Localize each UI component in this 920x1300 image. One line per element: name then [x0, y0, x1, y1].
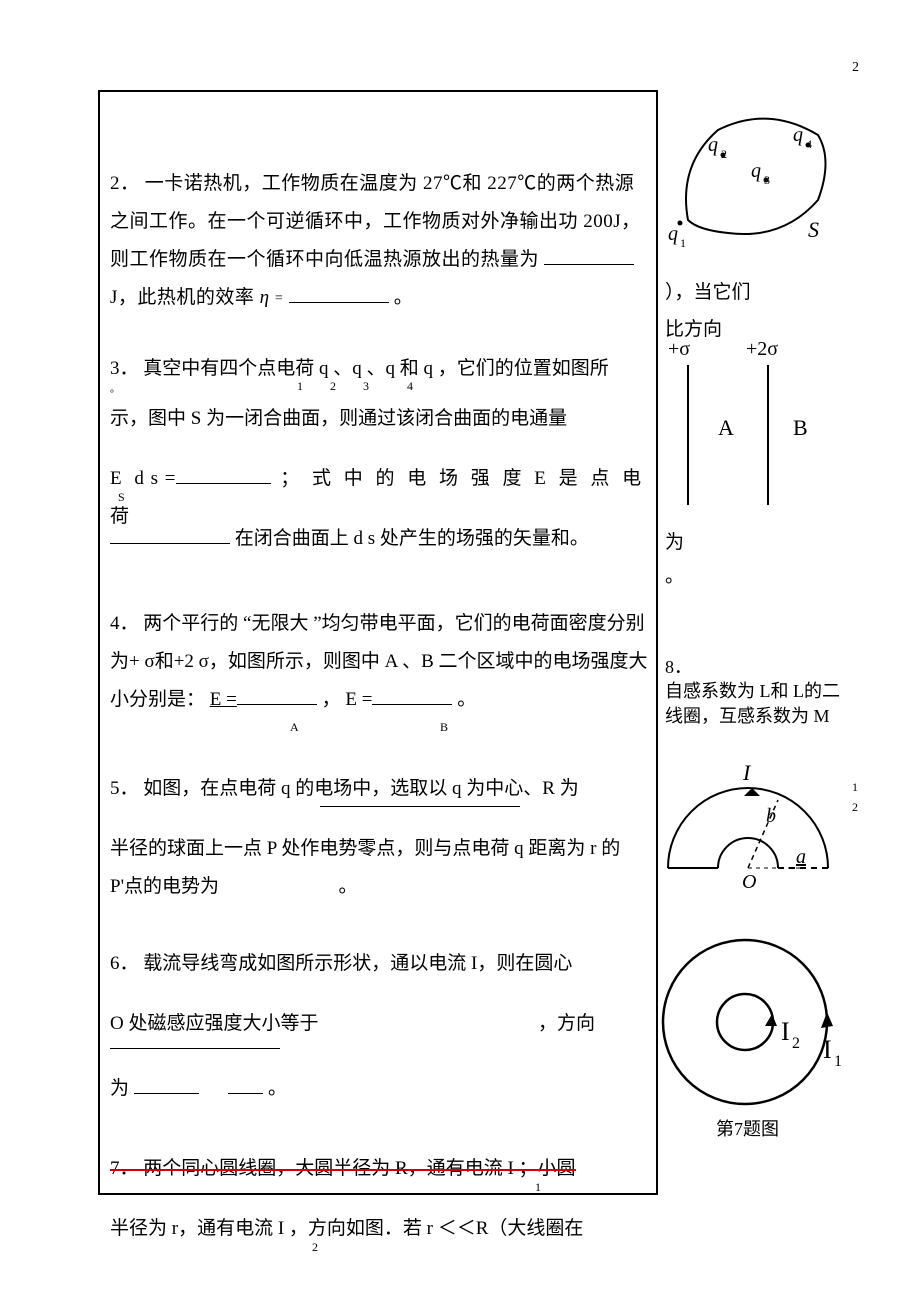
q3-line-d: 在闭合曲面上 d s 处产生的场强的矢量和。	[110, 520, 650, 558]
q2-block: 2． 一卡诺热机，工作物质在温度为 27℃和 227℃的两个热源之间工作。在一个…	[110, 165, 650, 317]
q2-blank-1	[544, 244, 634, 265]
q8-text: 自感系数为 L和 L的二线圈，互感系数为 M	[665, 681, 840, 725]
q6-text-d: 为	[110, 1078, 129, 1099]
right-frag-c: 为	[665, 528, 684, 558]
q3-text-d: 在闭合曲面上 d s 处产生的场强的矢量和。	[235, 528, 589, 549]
svg-text:q: q	[668, 223, 678, 245]
svg-text:q: q	[708, 134, 718, 156]
q3-s-label: S	[118, 490, 125, 505]
q2-text-b: J，此热机的效率	[110, 287, 260, 308]
q6-blank-1	[134, 1073, 199, 1094]
q4-ea: E =	[210, 689, 237, 710]
figure-charges: q 2 q 3 q 4 q 1 S	[668, 105, 838, 255]
q3-prefix: 3．	[110, 358, 139, 379]
right-frag-d: 。	[665, 562, 684, 592]
q7-prefix: 7．	[110, 1158, 139, 1179]
svg-text:2: 2	[721, 147, 727, 161]
q3-sub2: 2	[330, 379, 336, 394]
q5-underline	[320, 806, 520, 807]
q7-line-b: 半径为 r，通有电流 I ，方向如图．若 r ＜＜R（大线圈在	[110, 1210, 750, 1248]
svg-text:b: b	[766, 805, 776, 827]
q6-text-a: 载流导线弯成如图所示形状，通以电流 I，则在圆心	[143, 953, 572, 974]
q4-blank-b	[372, 684, 452, 705]
q3-sub3: 3	[363, 379, 369, 394]
figure-concentric-caption: 第7题图	[645, 1115, 850, 1141]
q2-blank-2	[289, 282, 389, 303]
q4-blank-a	[237, 684, 317, 705]
q6-underline	[110, 1048, 280, 1049]
svg-text:1: 1	[834, 1053, 842, 1070]
figure-semicircle: I b a O	[648, 760, 848, 890]
svg-text:2: 2	[792, 1035, 800, 1052]
q3-blank-2	[110, 523, 230, 544]
q6-text-b: O 处磁感应强度大小等于	[110, 1013, 318, 1034]
q5-line-b: 半径的球面上一点 P 处作电势零点，则与点电荷 q 距离为 r 的 P'点的电势…	[110, 830, 650, 906]
side-label-1: 1	[852, 780, 858, 795]
svg-text:I: I	[823, 1035, 832, 1064]
q5-line-a: 5． 如图，在点电荷 q 的电场中，选取以 q 为中心、R 为	[110, 770, 650, 808]
q3-blank-1	[176, 463, 271, 484]
q6-text-c: ，方向	[538, 1013, 595, 1034]
q2-prefix: 2．	[110, 173, 140, 194]
q4-end: 。	[457, 689, 476, 710]
q3-e: E	[110, 468, 126, 489]
svg-text:3: 3	[764, 173, 770, 187]
q4-prefix: 4．	[110, 613, 139, 634]
q4-sub-a: A	[290, 720, 299, 735]
q2-eta: η	[260, 287, 270, 308]
q3-line-b: 示，图中 S 为一闭合曲面，则通过该闭合曲面的电通量	[110, 400, 650, 438]
q3-ds: d s =	[134, 468, 176, 489]
q3-text-a: 真空中有四个点电荷 q 、q 、q 和 q ，它们的位置如图所	[143, 358, 609, 379]
q7-text-b: 半径为 r，通有电流 I ，方向如图．若 r ＜＜R（大线圈在	[110, 1218, 583, 1239]
q6-blank-2	[228, 1073, 263, 1094]
q6-end: 。	[268, 1078, 287, 1099]
q4-sub-b: B	[440, 720, 448, 735]
q5-end: 。	[339, 876, 358, 897]
svg-text:I: I	[742, 760, 752, 785]
figure-planes: +σ +2σ A B	[668, 335, 828, 515]
svg-text:+σ: +σ	[668, 338, 690, 360]
svg-text:B: B	[793, 415, 808, 440]
page-number-top: 2	[852, 60, 859, 76]
q7-sub1: 1	[535, 1180, 541, 1195]
q5-text-b: 半径的球面上一点 P 处作电势零点，则与点电荷 q 距离为 r 的 P'点的电势…	[110, 838, 620, 897]
q3-dot: 。	[110, 380, 120, 395]
q2-text-c: 。	[394, 287, 414, 308]
right-frag-a: ），当它们	[665, 278, 751, 308]
q4-comma: ，	[322, 689, 346, 710]
svg-text:4: 4	[806, 137, 812, 151]
q2-eq: =	[275, 291, 283, 306]
svg-text:q: q	[793, 124, 803, 146]
q5-prefix: 5．	[110, 778, 139, 799]
svg-text:S: S	[808, 217, 819, 242]
q6-line-a: 6． 载流导线弯成如图所示形状，通以电流 I，则在圆心	[110, 945, 650, 983]
q6-line-b: O 处磁感应强度大小等于 ，方向	[110, 1005, 650, 1043]
svg-text:A: A	[718, 415, 734, 440]
svg-text:I: I	[781, 1017, 790, 1046]
q6-line-c: 为 。	[110, 1070, 650, 1108]
q3-line-a: 3． 真空中有四个点电荷 q 、q 、q 和 q ，它们的位置如图所	[110, 350, 650, 388]
svg-text:a: a	[796, 846, 806, 868]
q7-text-a: 两个同心圆线圈，大圆半径为 R，通有电流 I ；小圆	[143, 1158, 575, 1179]
q5-text-a: 如图，在点电荷 q 的电场中，选取以 q 为中心、R 为	[143, 778, 578, 799]
q4-eb: E =	[345, 689, 372, 710]
q3-sub4: 4	[407, 379, 413, 394]
q4-block: 4． 两个平行的 “无限大 ”均匀带电平面，它们的电荷面密度分别为+ σ和+2 …	[110, 605, 650, 719]
q7-line-a: 7． 两个同心圆线圈，大圆半径为 R，通有电流 I ；小圆	[110, 1150, 650, 1188]
figure-concentric: I 2 I 1	[645, 930, 850, 1115]
side-label-2: 2	[852, 800, 858, 815]
svg-text:q: q	[751, 160, 761, 182]
q3-sub1: 1	[297, 379, 303, 394]
q8-block: 8． 自感系数为 L和 L的二线圈，互感系数为 M	[665, 655, 840, 728]
q7-sub2: 2	[312, 1240, 318, 1255]
q8-prefix: 8．	[665, 657, 692, 677]
svg-text:O: O	[742, 871, 756, 890]
svg-text:+2σ: +2σ	[746, 338, 778, 360]
q6-prefix: 6．	[110, 953, 139, 974]
svg-text:1: 1	[680, 236, 686, 250]
figure-concentric-wrap: I 2 I 1 第7题图	[645, 930, 850, 1141]
